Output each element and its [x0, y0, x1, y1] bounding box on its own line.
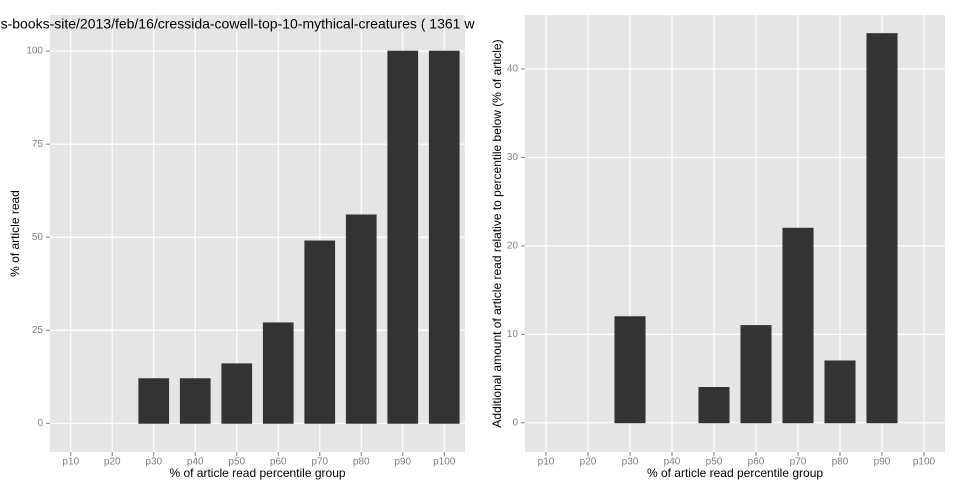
bar: [824, 360, 856, 424]
x-tick-label: p70: [311, 457, 328, 468]
x-tick-label: p90: [394, 457, 411, 468]
x-tick-label: p80: [832, 457, 849, 468]
x-axis-title: % of article read percentile group: [169, 466, 345, 480]
x-axis-title: % of article read percentile group: [647, 466, 823, 480]
x-tick-label: p10: [62, 457, 79, 468]
bar: [387, 50, 419, 424]
bar: [740, 325, 772, 424]
x-tick-label: p40: [187, 457, 204, 468]
bar: [698, 387, 730, 424]
x-tick-label: p10: [538, 457, 555, 468]
x-tick-label: p60: [748, 457, 765, 468]
y-tick-label: 0: [37, 418, 43, 429]
y-tick-label: 20: [507, 241, 519, 252]
bar: [179, 378, 211, 424]
y-tick-label: 10: [507, 329, 519, 340]
y-axis-title: % of article read: [8, 190, 22, 277]
bar: [428, 50, 460, 424]
bar: [304, 240, 336, 424]
bar: [262, 322, 294, 424]
x-tick-label: p60: [270, 457, 287, 468]
x-tick-label: p20: [580, 457, 597, 468]
chart-title: s-books-site/2013/feb/16/cressida-cowell…: [1, 16, 476, 32]
bar: [782, 227, 814, 424]
x-tick-label: p40: [664, 457, 681, 468]
x-tick-label: p100: [913, 457, 936, 468]
x-tick-label: p20: [104, 457, 121, 468]
y-tick-label: 40: [507, 64, 519, 75]
y-tick-label: 100: [26, 46, 43, 57]
y-tick-label: 25: [32, 325, 44, 336]
bar: [614, 316, 646, 424]
bar: [221, 363, 253, 424]
x-tick-label: p70: [790, 457, 807, 468]
bar: [866, 33, 898, 424]
y-tick-label: 50: [32, 232, 44, 243]
x-tick-label: p100: [433, 457, 456, 468]
y-tick-label: 75: [32, 139, 44, 150]
x-tick-label: p50: [706, 457, 723, 468]
y-tick-label: 0: [512, 417, 518, 428]
bar: [138, 378, 170, 424]
y-tick-label: 30: [507, 152, 519, 163]
x-tick-label: p90: [874, 457, 891, 468]
x-tick-label: p30: [145, 457, 162, 468]
bar: [345, 214, 377, 424]
x-tick-label: p80: [353, 457, 370, 468]
x-tick-label: p50: [228, 457, 245, 468]
y-axis-title: Additional amount of article read relati…: [490, 39, 504, 427]
x-tick-label: p30: [622, 457, 639, 468]
